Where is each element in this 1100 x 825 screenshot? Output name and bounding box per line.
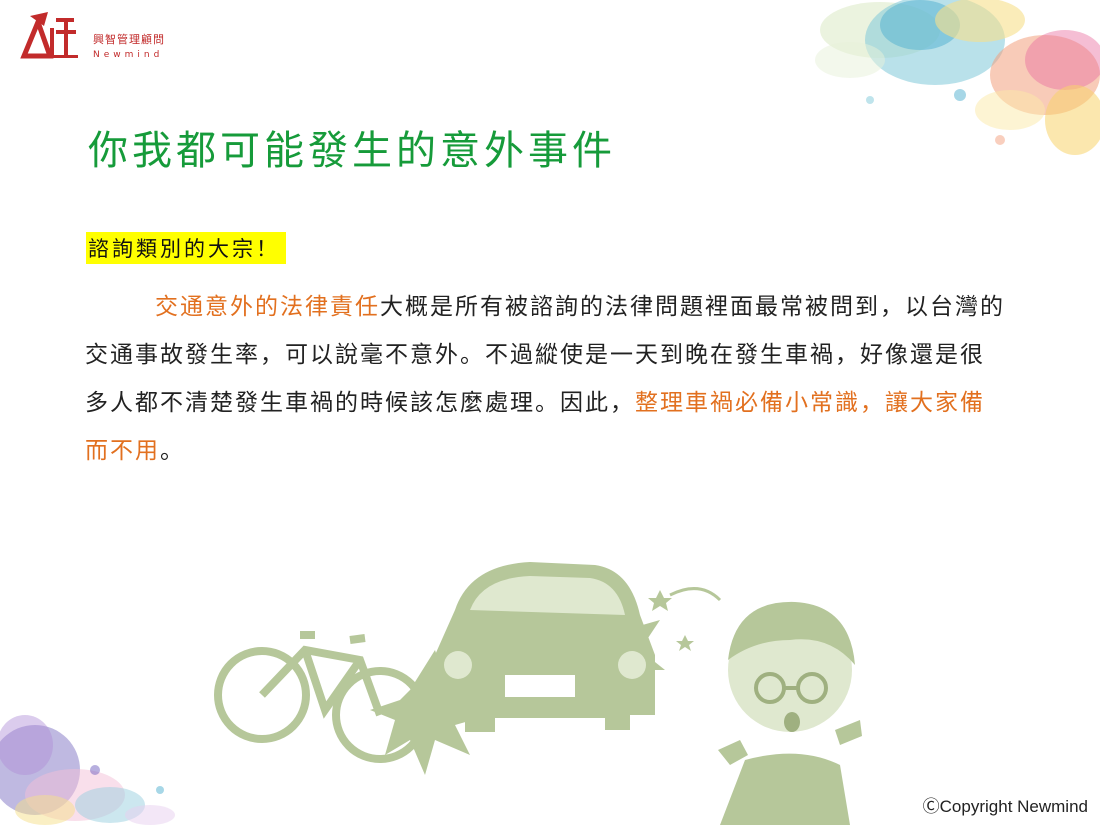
watercolor-decoration-bottom-left [0, 715, 175, 825]
bicycle-icon [214, 631, 428, 763]
copyright-notice: ⒸCopyright Newmind [922, 797, 1088, 816]
highlight-traffic-liability: 交通意外的法律責任 [155, 294, 380, 320]
logo-name-en: Newmind [93, 50, 164, 60]
dizzy-stars-icon [648, 587, 722, 651]
highlight-accident-tips: 整理車禍必備小常識，讓大家備而不用 [85, 390, 985, 464]
body-text-end: 。 [160, 438, 185, 464]
highlighted-subtitle: 諮詢類別的大宗！ [86, 232, 286, 264]
watercolor-decoration-top-right [815, 0, 1100, 155]
car-icon [435, 562, 655, 732]
accident-illustration [214, 562, 862, 825]
page-title: 你我都可能發生的意外事件 [88, 128, 616, 174]
logo-mark-icon [20, 12, 78, 59]
company-logo: 興智管理顧問 Newmind [20, 8, 180, 64]
logo-name-zh: 興智管理顧問 [93, 33, 165, 46]
person-figure-icon [718, 601, 862, 825]
body-text-main: 大概是所有被諮詢的法律問題裡面最常被問到，以台灣的交通事故發生率，可以說毫不意外… [85, 294, 1005, 416]
body-paragraph: 交通意外的法律責任大概是所有被諮詢的法律問題裡面最常被問到，以台灣的交通事故發生… [85, 283, 1005, 475]
